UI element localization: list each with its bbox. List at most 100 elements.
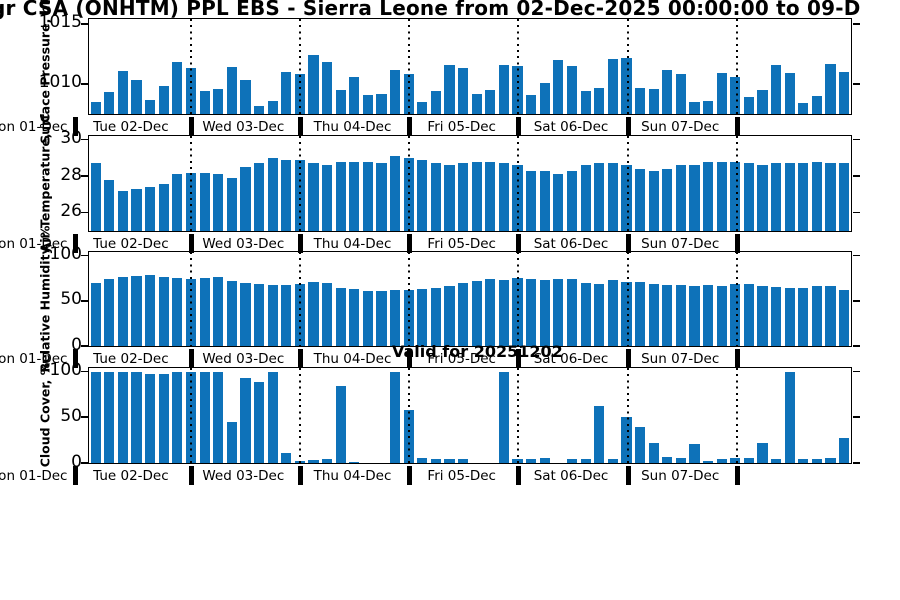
day-boundary-tick <box>407 234 413 253</box>
bar <box>104 92 115 114</box>
day-separator-line <box>626 136 629 231</box>
bar <box>539 280 550 346</box>
bar <box>771 163 782 231</box>
y-tick-mark <box>80 211 88 214</box>
bar <box>90 102 101 114</box>
bar <box>281 284 292 346</box>
bar <box>471 161 482 231</box>
y-tick-mark <box>852 82 860 85</box>
pressure-panel: 1010 1015 <box>39 14 860 115</box>
bar <box>825 163 836 231</box>
day-separator-line <box>298 136 301 231</box>
day-boundary-tick <box>407 466 413 485</box>
day-label: Sun 07-Dec <box>641 119 720 135</box>
day-label: Sat 06-Dec <box>533 468 609 484</box>
day-boundary-tick <box>625 234 631 253</box>
bar <box>553 59 564 114</box>
day-label: Fri 05-Dec <box>427 119 496 135</box>
y-tick-mark <box>80 416 88 419</box>
y-tick-mark <box>852 175 860 177</box>
bar <box>784 288 795 346</box>
bar <box>267 100 278 114</box>
bar <box>430 288 442 346</box>
bar <box>158 277 169 346</box>
bar <box>199 172 210 231</box>
bar <box>240 80 251 114</box>
day-label: Mon 01-Dec <box>0 468 68 484</box>
bar <box>117 371 129 463</box>
bar <box>321 282 333 346</box>
day-label: Tue 02-Dec <box>93 468 169 484</box>
bar <box>444 64 455 114</box>
bar <box>634 427 646 463</box>
bar <box>226 178 237 231</box>
day-separator-line <box>626 19 629 114</box>
day-label: Fri 05-Dec <box>427 236 496 252</box>
bar <box>607 163 618 231</box>
bar <box>771 287 782 346</box>
bar <box>444 459 455 463</box>
bar <box>702 461 714 463</box>
bar <box>90 163 101 231</box>
bar <box>743 97 754 114</box>
day-boundary-tick <box>73 349 78 368</box>
bar <box>117 190 129 231</box>
day-label: Tue 02-Dec <box>93 351 169 367</box>
bar <box>267 157 278 231</box>
bar <box>199 91 210 114</box>
day-boundary-tick <box>297 234 303 253</box>
bar <box>213 88 224 114</box>
bar <box>213 371 224 463</box>
bar <box>607 280 618 346</box>
y-tick-mark <box>852 211 860 214</box>
day-separator-line <box>298 19 301 114</box>
bar <box>349 289 360 346</box>
bar <box>172 278 183 346</box>
day-separator-line <box>517 368 520 463</box>
day-boundary-tick <box>297 117 303 136</box>
bar <box>172 62 183 114</box>
day-separator-line <box>408 19 411 114</box>
bar <box>104 279 115 346</box>
bar <box>253 105 265 114</box>
day-separator-line <box>408 368 411 463</box>
bar <box>226 280 237 346</box>
bar <box>702 100 714 114</box>
day-boundary-tick <box>297 466 303 485</box>
day-boundary-tick <box>188 117 194 136</box>
day-boundary-tick <box>188 234 194 253</box>
y-tick-label: 26 <box>60 201 82 222</box>
bar <box>417 102 428 114</box>
bar <box>539 82 550 114</box>
bar <box>757 165 768 231</box>
bar <box>321 165 333 231</box>
day-boundary-tick <box>516 117 522 136</box>
y-tick-label: 0 <box>71 334 82 355</box>
day-separator-line <box>408 136 411 231</box>
bar <box>362 290 373 346</box>
bar <box>390 290 401 346</box>
bar <box>757 442 768 463</box>
day-separator-line <box>189 19 192 114</box>
y-tick-mark <box>80 82 88 85</box>
y-tick-mark <box>852 370 860 373</box>
bar <box>253 163 265 231</box>
day-label: Wed 03-Dec <box>202 119 285 135</box>
bar <box>240 378 251 463</box>
bar <box>281 159 292 231</box>
y-tick-mark <box>852 138 860 141</box>
bar <box>349 462 360 463</box>
bar <box>158 183 169 231</box>
bar <box>716 161 727 231</box>
bar <box>580 282 591 346</box>
bar <box>811 161 823 231</box>
y-tick-label: 1010 <box>38 72 82 93</box>
y-tick-label: 50 <box>60 405 82 426</box>
bar <box>675 165 686 231</box>
bar <box>825 458 836 463</box>
bar <box>771 64 782 114</box>
bar <box>430 163 442 231</box>
day-boundary-tick <box>734 234 740 253</box>
day-label: Fri 05-Dec <box>427 351 496 367</box>
day-separator-line <box>735 19 738 114</box>
